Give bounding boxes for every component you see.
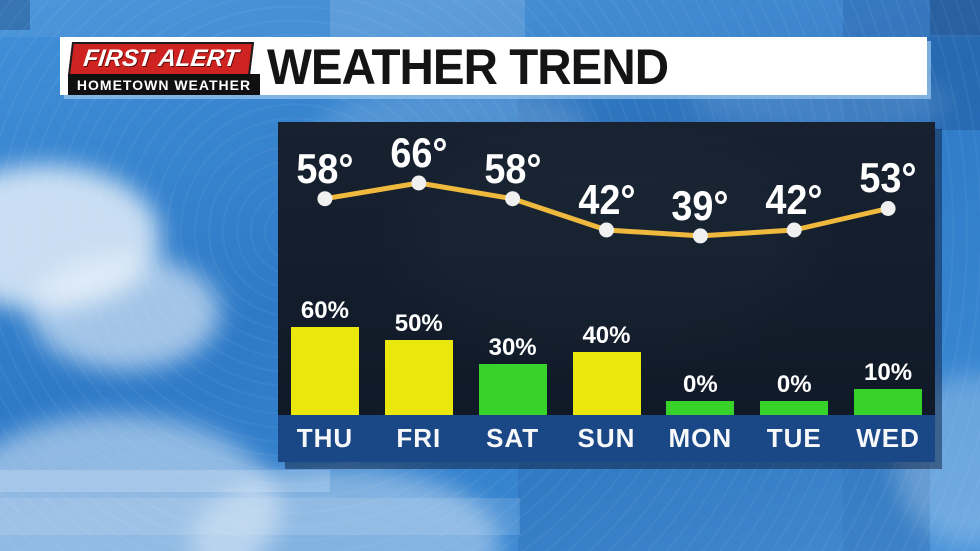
temp-point [692,228,708,244]
precip-bar [290,327,359,415]
precip-bar [854,388,923,415]
panel-haze [398,142,818,342]
day-label: FRI [396,423,442,453]
temp-point [505,191,521,207]
chart-columns: 58° 60% THU 66° 50% FRI 58° 30% SAT 42° 40% SUN 39° 0… [278,122,935,462]
day-label: MON [668,423,733,453]
precip-label: 50% [394,309,443,337]
precip-label: 10% [864,358,913,386]
temp-label: 42° [577,176,636,224]
sky-panel [930,35,980,130]
weather-trend-panel: 58° 60% THU 66° 50% FRI 58° 30% SAT 42° 40% SUN 39° 0… [278,122,935,462]
day-label: TUE [766,423,822,453]
temp-point [599,222,614,238]
day-label: SAT [486,423,540,453]
temp-point [786,222,802,238]
precip-bar [478,364,547,415]
day-label: SUN [577,423,636,453]
precip-label: 40% [582,321,631,349]
logo-hometown-weather-text: HOMETOWN WEATHER [76,76,252,93]
temp-point [411,175,427,191]
temp-line-chart [317,175,896,244]
sky-panel [330,0,525,37]
temp-label: 42° [765,176,823,224]
precip-label: 60% [300,297,349,325]
temp-point [317,191,333,207]
logo-first-alert-text: FIRST ALERT [82,45,241,72]
day-strip [278,415,935,462]
precip-label: 0% [776,371,812,398]
precip-bar [666,401,735,415]
temp-label: 66° [390,129,448,176]
temp-label: 39° [671,181,729,229]
precip-bar [760,401,829,415]
first-alert-logo: FIRST ALERT HOMETOWN WEATHER [67,42,268,95]
day-label: WED [856,423,920,453]
logo-hometown-weather-box: HOMETOWN WEATHER [68,74,260,95]
cloud [30,255,220,370]
temp-point [880,201,896,216]
sky-panel [930,0,980,35]
temp-label: 58° [296,144,354,192]
logo-first-alert-box: FIRST ALERT [67,42,255,76]
day-label: THU [296,423,354,453]
sky-panel [0,0,30,30]
precip-label: 0% [683,371,718,398]
page-title: WEATHER TREND [267,39,669,95]
sky-panel [0,0,980,37]
temp-label: 58° [484,144,542,192]
precip-bar [572,351,641,415]
precip-label: 30% [488,334,537,362]
temp-label: 53° [859,154,917,202]
precip-bar [384,339,453,415]
header-banner: FIRST ALERT HOMETOWN WEATHER WEATHER TRE… [60,37,927,95]
